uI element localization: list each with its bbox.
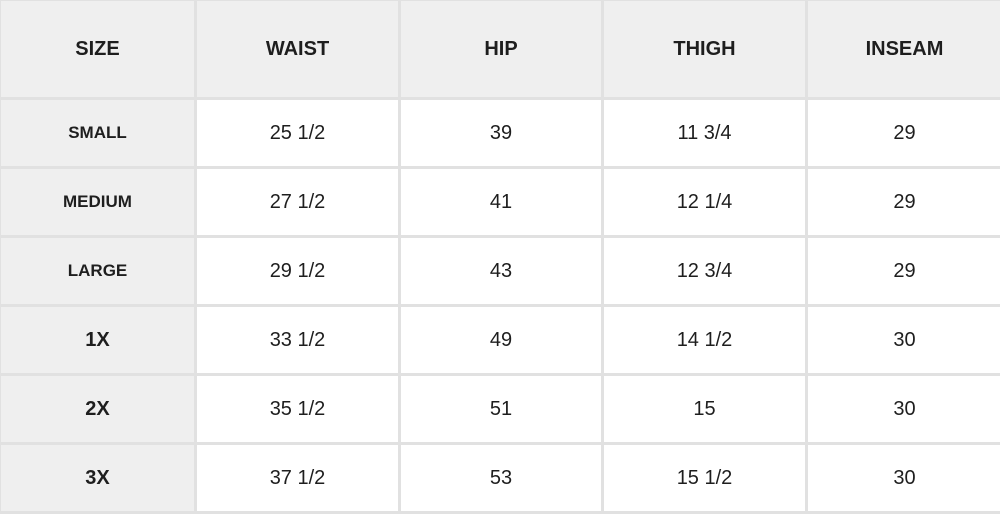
header-size: SIZE: [0, 0, 196, 99]
header-waist: WAIST: [196, 0, 400, 99]
cell-inseam: 29: [807, 99, 1000, 168]
cell-inseam: 30: [807, 306, 1000, 375]
cell-size: 1X: [0, 306, 196, 375]
cell-size: LARGE: [0, 237, 196, 306]
header-row: SIZE WAIST HIP THIGH INSEAM: [0, 0, 1000, 99]
header-thigh: THIGH: [603, 0, 807, 99]
cell-waist: 29 1/2: [196, 237, 400, 306]
cell-thigh: 12 3/4: [603, 237, 807, 306]
cell-hip: 39: [400, 99, 603, 168]
cell-size: 2X: [0, 375, 196, 444]
cell-waist: 33 1/2: [196, 306, 400, 375]
cell-hip: 49: [400, 306, 603, 375]
cell-waist: 35 1/2: [196, 375, 400, 444]
cell-thigh: 14 1/2: [603, 306, 807, 375]
cell-hip: 53: [400, 444, 603, 513]
cell-waist: 25 1/2: [196, 99, 400, 168]
cell-inseam: 30: [807, 444, 1000, 513]
cell-thigh: 12 1/4: [603, 168, 807, 237]
cell-waist: 27 1/2: [196, 168, 400, 237]
cell-size: 3X: [0, 444, 196, 513]
header-hip: HIP: [400, 0, 603, 99]
cell-inseam: 29: [807, 168, 1000, 237]
cell-inseam: 29: [807, 237, 1000, 306]
cell-thigh: 15 1/2: [603, 444, 807, 513]
cell-thigh: 11 3/4: [603, 99, 807, 168]
cell-size: MEDIUM: [0, 168, 196, 237]
cell-hip: 41: [400, 168, 603, 237]
header-inseam: INSEAM: [807, 0, 1000, 99]
cell-waist: 37 1/2: [196, 444, 400, 513]
cell-hip: 43: [400, 237, 603, 306]
cell-inseam: 30: [807, 375, 1000, 444]
cell-thigh: 15: [603, 375, 807, 444]
cell-hip: 51: [400, 375, 603, 444]
cell-size: SMALL: [0, 99, 196, 168]
